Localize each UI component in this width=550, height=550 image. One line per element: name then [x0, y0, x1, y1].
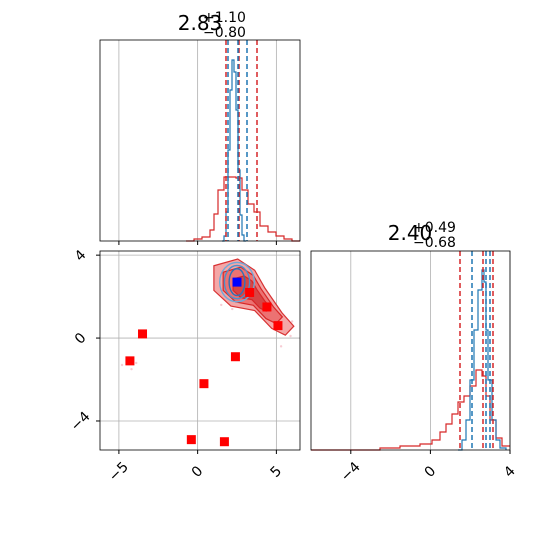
- red-point-2: [230, 352, 240, 362]
- title-param-1-upper: +1.10: [203, 10, 246, 26]
- histogram-param-2: −4 0 4: [310, 250, 519, 485]
- frame-top: [99, 39, 301, 242]
- sample-point-0: [120, 363, 124, 367]
- sample-point-7: [290, 320, 294, 323]
- title-param-1-value: 2.83: [178, 11, 223, 35]
- frame-right: [310, 250, 511, 451]
- red-point-1: [125, 356, 135, 366]
- red-point-7: [262, 302, 272, 312]
- sample-point-11: [231, 307, 234, 311]
- sample-point-4: [289, 334, 292, 338]
- title-param-2-value: 2.40: [388, 221, 433, 245]
- title-param-1: 2.83: [178, 11, 223, 35]
- histogram-red-p2: [311, 369, 510, 451]
- contour-blue-2: [228, 267, 246, 297]
- red-point-8: [273, 321, 283, 331]
- histogram-red-p1: [186, 176, 300, 242]
- sample-point-1: [130, 367, 133, 371]
- x-tick-label-2: 5: [268, 463, 286, 481]
- blue-point-0: [232, 277, 242, 287]
- y-tick-label-0: 4: [72, 247, 90, 265]
- red-point-0: [138, 329, 148, 339]
- red-point-6: [245, 287, 255, 297]
- y-tick-label-1: 0: [72, 330, 90, 348]
- contour-blue-1: [223, 264, 251, 300]
- contour-blue-0: [218, 261, 256, 303]
- histogram-blue-p2: [458, 269, 507, 451]
- red-point-4: [186, 435, 196, 445]
- p2-tick-label-1: 0: [422, 463, 440, 481]
- title-param-2: 2.40: [388, 221, 433, 245]
- title-param-2-lower: −0.68: [413, 235, 456, 251]
- sample-point-10: [220, 303, 223, 307]
- frame-main: [99, 250, 301, 451]
- title-param-2-upper: +0.49: [413, 220, 456, 236]
- x-tick-label-1: 0: [189, 463, 207, 481]
- title-param-1-lower: −0.80: [203, 25, 246, 41]
- red-point-3: [199, 379, 209, 389]
- histogram-param-1: [99, 39, 301, 245]
- p2-tick-label-0: −4: [338, 459, 364, 485]
- red-point-5: [219, 437, 229, 447]
- sample-point-2: [135, 361, 138, 365]
- p2-tick-label-2: 4: [501, 463, 519, 481]
- joint-scatter-panel: −5 0 5 4 0 −4: [68, 247, 301, 485]
- sample-point-6: [279, 345, 283, 348]
- histogram-blue-p1: [222, 59, 246, 242]
- y-tick-label-2: −4: [68, 409, 94, 435]
- x-tick-label-0: −5: [106, 459, 132, 485]
